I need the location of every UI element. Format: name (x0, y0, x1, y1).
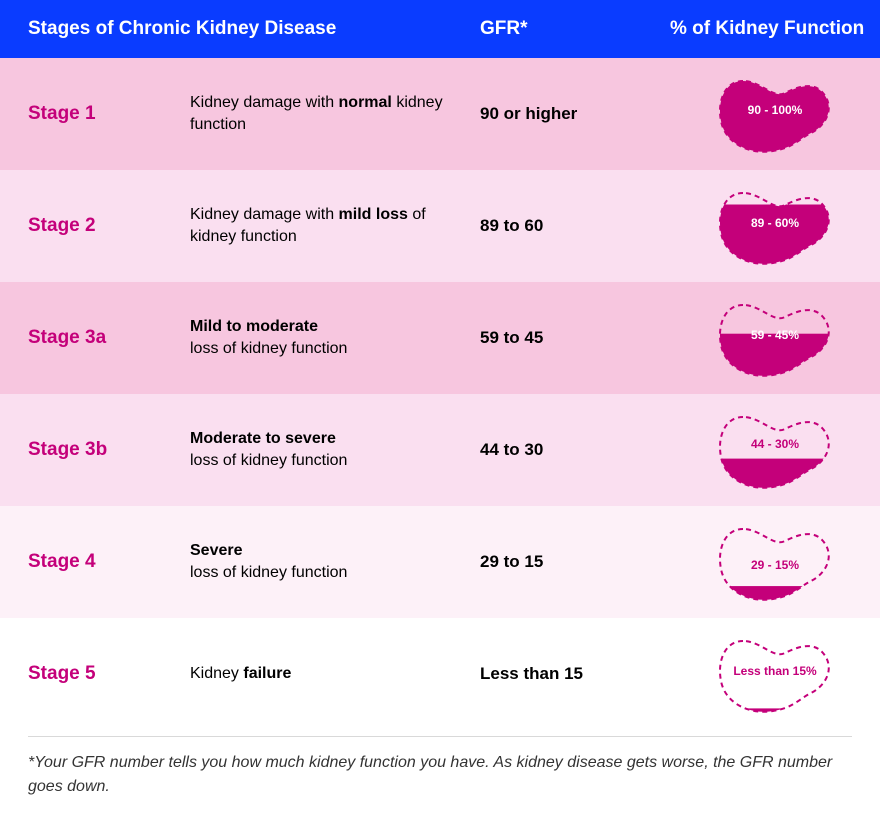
stage-label: Stage 1 (28, 103, 96, 124)
ckd-stages-table: Stages of Chronic Kidney Disease GFR* % … (0, 0, 880, 799)
gfr-value: Less than 15 (480, 664, 583, 683)
stage-label: Stage 3a (28, 327, 106, 348)
stage-label: Stage 4 (28, 551, 96, 572)
kidney-icon: 59 - 45% (715, 295, 835, 381)
table-body: Stage 1 Kidney damage with normal kidney … (0, 58, 880, 730)
stage-description: Severeloss of kidney function (190, 540, 470, 583)
gfr-value: 89 to 60 (480, 216, 543, 235)
gfr-value: 29 to 15 (480, 552, 543, 571)
stage-label: Stage 5 (28, 663, 96, 684)
header-function: % of Kidney Function (670, 18, 880, 40)
stage-label: Stage 3b (28, 439, 107, 460)
gfr-value: 59 to 45 (480, 328, 543, 347)
kidney-icon: Less than 15% (715, 631, 835, 717)
kidney-icon: 89 - 60% (715, 183, 835, 269)
table-row: Stage 4 Severeloss of kidney function 29 t… (0, 506, 880, 618)
gfr-value: 90 or higher (480, 104, 577, 123)
kidney-icon: 44 - 30% (715, 407, 835, 493)
stage-description: Kidney damage with mild loss of kidney f… (190, 204, 470, 247)
kidney-icon: 90 - 100% (715, 71, 835, 157)
gfr-value: 44 to 30 (480, 440, 543, 459)
stage-description: Kidney damage with normal kidney functio… (190, 92, 470, 135)
table-row: Stage 3a Mild to moderateloss of kidney f… (0, 282, 880, 394)
stage-label: Stage 2 (28, 215, 96, 236)
table-row: Stage 5 Kidney failure Less than 15 Less th… (0, 618, 880, 730)
table-row: Stage 3b Moderate to severeloss of kidney… (0, 394, 880, 506)
table-row: Stage 2 Kidney damage with mild loss of k… (0, 170, 880, 282)
header-gfr: GFR* (480, 18, 670, 40)
table-row: Stage 1 Kidney damage with normal kidney … (0, 58, 880, 170)
footnote: *Your GFR number tells you how much kidn… (28, 736, 852, 799)
stage-description: Kidney failure (190, 663, 470, 685)
stage-description: Mild to moderateloss of kidney function (190, 316, 470, 359)
stage-description: Moderate to severeloss of kidney functio… (190, 428, 470, 471)
header-stages: Stages of Chronic Kidney Disease (0, 18, 480, 40)
table-header: Stages of Chronic Kidney Disease GFR* % … (0, 0, 880, 58)
kidney-icon: 29 - 15% (715, 519, 835, 605)
